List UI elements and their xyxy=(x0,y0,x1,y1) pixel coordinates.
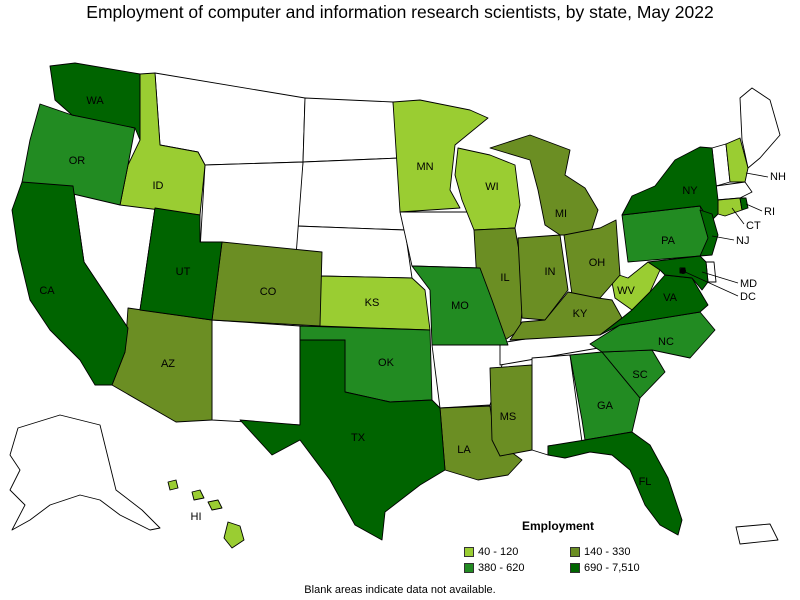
state-co[interactable] xyxy=(211,241,323,327)
state-ri[interactable] xyxy=(739,197,749,211)
label-ri: RI xyxy=(764,206,775,218)
label-ct: CT xyxy=(746,220,761,232)
state-wa[interactable] xyxy=(49,62,141,141)
legend-label: 690 - 7,510 xyxy=(584,562,640,574)
state-wv[interactable] xyxy=(609,261,661,311)
label-dc: DC xyxy=(740,291,756,303)
state-ct[interactable] xyxy=(717,197,743,217)
legend-item: 140 - 330 xyxy=(570,546,630,558)
label-mn: MN xyxy=(416,161,433,173)
legend-item: 40 - 120 xyxy=(464,546,518,558)
state-mo[interactable] xyxy=(411,265,509,346)
label-ky: KY xyxy=(573,308,588,320)
label-mo: MO xyxy=(451,300,469,312)
state-tx[interactable] xyxy=(239,339,446,541)
state-nj[interactable] xyxy=(699,209,719,257)
state-ny[interactable] xyxy=(621,146,719,223)
state-md[interactable] xyxy=(647,255,709,291)
legend-item: 380 - 620 xyxy=(464,562,524,574)
state-fl[interactable] xyxy=(547,431,683,536)
label-il: IL xyxy=(500,272,509,284)
state-me[interactable] xyxy=(739,87,781,169)
label-fl: FL xyxy=(639,476,652,488)
legend-swatch xyxy=(570,547,580,557)
legend-label: 40 - 120 xyxy=(478,546,519,558)
legend-swatch xyxy=(570,563,580,573)
label-hi: HI xyxy=(191,511,202,523)
label-co: CO xyxy=(260,286,277,298)
label-in: IN xyxy=(545,266,556,278)
label-wv: WV xyxy=(617,285,635,297)
label-pa: PA xyxy=(661,235,676,247)
label-leader-lines xyxy=(682,172,769,297)
label-or: OR xyxy=(69,155,86,167)
state-hi-4[interactable] xyxy=(223,521,245,549)
state-hi-2[interactable] xyxy=(191,489,205,501)
label-wi: WI xyxy=(485,181,498,193)
label-la: LA xyxy=(457,444,471,456)
legend-item: 690 - 7,510 xyxy=(570,562,640,574)
label-md: MD xyxy=(740,278,757,290)
state-nd[interactable] xyxy=(302,97,401,163)
label-ks: KS xyxy=(365,297,380,309)
state-sd[interactable] xyxy=(295,157,406,231)
legend-label: 140 - 330 xyxy=(584,546,631,558)
label-tx: TX xyxy=(351,432,366,444)
label-az: AZ xyxy=(161,358,175,370)
label-ms: MS xyxy=(500,411,517,423)
state-ut[interactable] xyxy=(139,207,223,321)
territory-pr[interactable] xyxy=(735,523,779,545)
dc-marker xyxy=(680,268,686,274)
label-ny: NY xyxy=(682,185,698,197)
label-ok: OK xyxy=(378,357,395,369)
state-nh[interactable] xyxy=(725,137,749,183)
label-wa: WA xyxy=(86,95,104,107)
state-ak[interactable] xyxy=(9,414,161,531)
legend-label: 380 - 620 xyxy=(478,562,525,574)
legend-title: Employment xyxy=(522,519,595,533)
state-mn[interactable] xyxy=(392,99,489,213)
label-id: ID xyxy=(153,180,164,192)
label-ga: GA xyxy=(597,400,614,412)
legend-swatch xyxy=(464,547,474,557)
state-labels: WA OR ID CA UT AZ CO MN WI KS MO IL IN M… xyxy=(39,95,786,523)
state-ca[interactable] xyxy=(11,181,129,386)
label-va: VA xyxy=(663,292,678,304)
footnote: Blank areas indicate data not available. xyxy=(304,584,496,596)
map-title: Employment of computer and information r… xyxy=(86,2,714,22)
state-nm[interactable] xyxy=(211,319,301,426)
state-in[interactable] xyxy=(517,234,569,321)
state-id[interactable] xyxy=(119,72,206,216)
label-mi: MI xyxy=(555,208,567,220)
label-ut: UT xyxy=(176,266,191,278)
label-nh: NH xyxy=(770,171,786,183)
state-ky[interactable] xyxy=(509,291,623,341)
label-nj: NJ xyxy=(736,235,749,247)
label-oh: OH xyxy=(589,257,606,269)
label-ca: CA xyxy=(39,285,55,297)
label-nc: NC xyxy=(658,336,674,348)
state-hi-3[interactable] xyxy=(207,499,223,511)
legend-swatch xyxy=(464,563,474,573)
state-mi[interactable] xyxy=(489,134,599,236)
state-ms[interactable] xyxy=(489,364,533,457)
label-sc: SC xyxy=(632,369,647,381)
state-hi-1[interactable] xyxy=(167,479,179,491)
